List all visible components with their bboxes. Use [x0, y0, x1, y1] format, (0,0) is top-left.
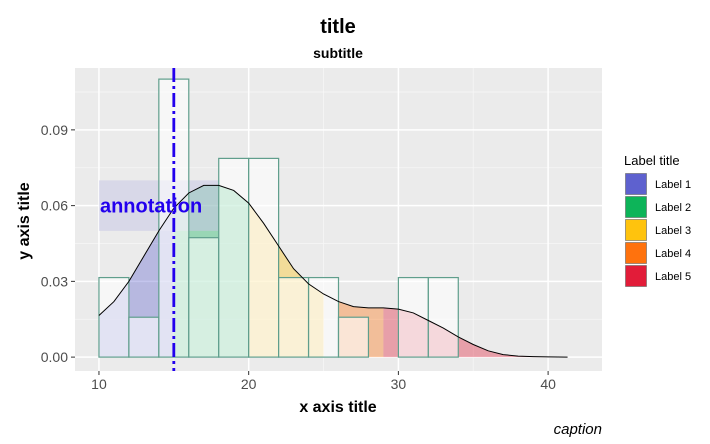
- histogram-bar: [128, 316, 160, 358]
- chart-subtitle: subtitle: [313, 45, 363, 61]
- legend-label: Label 4: [655, 248, 691, 260]
- legend-swatch: [625, 196, 647, 218]
- chart-caption: caption: [554, 421, 602, 438]
- y-tick-label: 0.06: [41, 198, 68, 214]
- x-tick-label: 30: [391, 376, 407, 392]
- legend: Label title Label 1 Label 2 Label 3 Label 4…: [624, 153, 691, 287]
- density-curve: [98, 184, 568, 358]
- annotation-text: annotation: [100, 196, 202, 218]
- legend-swatch: [625, 173, 647, 195]
- x-axis-title: x axis title: [299, 399, 376, 416]
- legend-swatch: [625, 219, 647, 241]
- y-tick-label: 0.09: [41, 122, 68, 138]
- density-curve-layer: [98, 184, 568, 358]
- histogram-bar: [188, 237, 220, 358]
- legend-label: Label 1: [655, 179, 691, 191]
- histogram-bar: [218, 157, 250, 358]
- legend-title: Label title: [624, 153, 680, 168]
- legend-label: Label 5: [655, 271, 691, 283]
- x-tick-label: 40: [540, 376, 556, 392]
- histogram-bars: [98, 78, 459, 358]
- x-tick-label: 10: [91, 376, 107, 392]
- axes: 10 20 30 40 0.00 0.03 0.06 0.09: [41, 122, 556, 392]
- legend-swatch: [625, 242, 647, 264]
- y-tick-label: 0.00: [41, 349, 68, 365]
- histogram-bar: [98, 276, 130, 358]
- x-tick-label: 20: [241, 376, 257, 392]
- histogram-bar: [427, 276, 459, 358]
- y-tick-label: 0.03: [41, 273, 68, 289]
- histogram-bar: [278, 276, 310, 358]
- histogram-bar: [337, 316, 370, 358]
- legend-label: Label 2: [655, 202, 691, 214]
- legend-swatch: [625, 265, 647, 287]
- histogram-bar: [397, 276, 429, 358]
- histogram-bar: [307, 276, 340, 358]
- histogram-bar: [248, 157, 280, 358]
- chart-title: title: [320, 16, 356, 38]
- y-axis-title: y axis title: [16, 182, 33, 259]
- legend-label: Label 3: [655, 225, 691, 237]
